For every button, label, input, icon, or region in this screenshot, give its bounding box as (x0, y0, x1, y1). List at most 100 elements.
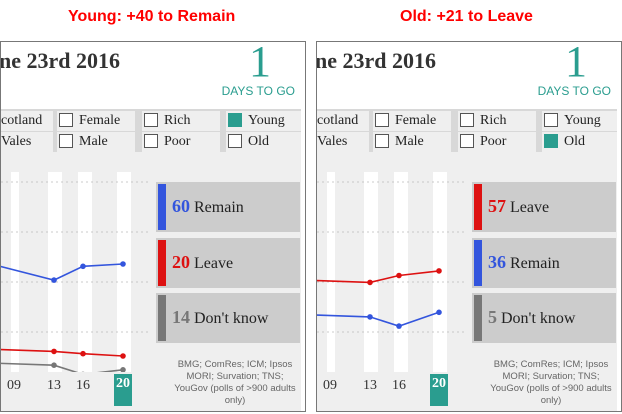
countdown-number: 1 (565, 41, 587, 86)
legend-label: Leave (194, 255, 234, 272)
legend-value: 60 (172, 196, 190, 216)
legend-value: 5 (488, 307, 497, 327)
page-title: ne 23rd 2016 (0, 48, 120, 73)
legend-value: 36 (488, 252, 506, 272)
legend-item-remain: 60 Remain (156, 182, 300, 232)
source-note: BMG; ComRes; ICM; Ipsos MORI; Survation;… (174, 359, 296, 406)
caption-left: Young: +40 to Remain (68, 8, 236, 25)
x-tick: 16 (76, 378, 90, 393)
filter-old[interactable]: Old (542, 132, 617, 152)
grid-band (11, 172, 19, 372)
legend-label: Don't know (194, 310, 269, 327)
data-point[interactable] (367, 279, 373, 286)
filter-wales[interactable]: Vales (1, 132, 53, 152)
series-line-remain (1, 263, 124, 281)
checkbox[interactable] (460, 134, 474, 148)
grid-band (327, 172, 335, 372)
filter-male[interactable]: Male (373, 132, 451, 152)
filter-female[interactable]: Female (57, 111, 135, 131)
filter-female[interactable]: Female (373, 111, 451, 131)
filter-grid: cotland Female Rich Young Vales Male Poo… (317, 109, 617, 152)
page-title: ne 23rd 2016 (316, 48, 436, 73)
legend-color-bar (158, 240, 166, 286)
checkbox-checked[interactable] (228, 113, 242, 127)
data-point[interactable] (367, 314, 373, 320)
filter-young[interactable]: Young (226, 111, 301, 131)
data-point[interactable] (120, 353, 126, 359)
grid-band (117, 172, 131, 372)
poll-tracker-panel-old: ne 23rd 2016 1 DAYS TO GO cotland Female… (316, 41, 622, 412)
legend-color-bar (474, 184, 482, 230)
grid-band (394, 172, 408, 372)
series-line-leave (1, 348, 124, 357)
data-point[interactable] (51, 348, 57, 355)
data-point[interactable] (120, 367, 126, 372)
filter-scotland[interactable]: cotland (317, 111, 369, 131)
legend-label: Don't know (501, 310, 576, 327)
x-tick-current[interactable]: 20 (114, 374, 132, 406)
checkbox[interactable] (460, 113, 474, 127)
filter-wales[interactable]: Vales (317, 132, 369, 152)
series-line-leave (317, 270, 440, 284)
legend-color-bar (158, 184, 166, 230)
data-point[interactable] (51, 277, 57, 283)
filter-old[interactable]: Old (226, 132, 301, 152)
checkbox[interactable] (375, 113, 389, 127)
data-point[interactable] (120, 261, 126, 267)
filter-poor[interactable]: Poor (458, 132, 536, 152)
poll-tracker-panel-young: ne 23rd 2016 1 DAYS TO GO cotland Female… (0, 41, 306, 412)
x-tick: 13 (363, 378, 377, 393)
filter-male[interactable]: Male (57, 132, 135, 152)
line-chart (1, 172, 151, 372)
legend-item-dontknow: 14 Don't know (156, 293, 300, 343)
series-line-remain (317, 311, 440, 327)
legend-color-bar (474, 240, 482, 286)
data-point[interactable] (80, 263, 86, 270)
legend-item-dontknow: 5 Don't know (472, 293, 616, 343)
x-tick: 09 (7, 378, 21, 393)
data-point[interactable] (80, 350, 86, 357)
series-line-don-t-know (1, 362, 124, 372)
legend-value: 14 (172, 307, 190, 327)
legend-value: 57 (488, 196, 506, 216)
x-tick: 13 (47, 378, 61, 393)
checkbox[interactable] (544, 113, 558, 127)
legend-color-bar (158, 295, 166, 341)
grid-band (48, 172, 62, 372)
x-tick: 09 (323, 378, 337, 393)
x-tick: 16 (392, 378, 406, 393)
legend-value: 20 (172, 252, 190, 272)
filter-grid: cotland Female Rich Young Vales Male Poo… (1, 109, 301, 152)
caption-right: Old: +21 to Leave (400, 8, 533, 25)
filter-rich[interactable]: Rich (458, 111, 536, 131)
filter-poor[interactable]: Poor (142, 132, 220, 152)
source-note: BMG; ComRes; ICM; Ipsos MORI; Survation;… (490, 359, 612, 406)
line-chart (317, 172, 467, 372)
data-point[interactable] (51, 362, 57, 368)
legend-item-remain: 36 Remain (472, 238, 616, 288)
filter-scotland[interactable]: cotland (1, 111, 53, 131)
checkbox[interactable] (59, 134, 73, 148)
checkbox[interactable] (144, 113, 158, 127)
filter-young[interactable]: Young (542, 111, 617, 131)
grid-band (78, 172, 92, 372)
countdown-label: DAYS TO GO (221, 84, 295, 98)
checkbox[interactable] (228, 134, 242, 148)
checkbox[interactable] (375, 134, 389, 148)
checkbox[interactable] (144, 134, 158, 148)
data-point[interactable] (436, 268, 442, 274)
checkbox[interactable] (59, 113, 73, 127)
data-point[interactable] (396, 272, 402, 279)
x-tick-current[interactable]: 20 (430, 374, 448, 406)
countdown-number: 1 (249, 41, 271, 86)
countdown-label: DAYS TO GO (537, 84, 611, 98)
legend-label: Remain (510, 255, 560, 272)
legend-item-leave: 57 Leave (472, 182, 616, 232)
data-point[interactable] (436, 309, 442, 316)
filter-rich[interactable]: Rich (142, 111, 220, 131)
data-point[interactable] (396, 323, 402, 329)
checkbox-checked[interactable] (544, 134, 558, 148)
legend-label: Remain (194, 199, 244, 216)
legend-color-bar (474, 295, 482, 341)
legend-label: Leave (510, 199, 550, 216)
